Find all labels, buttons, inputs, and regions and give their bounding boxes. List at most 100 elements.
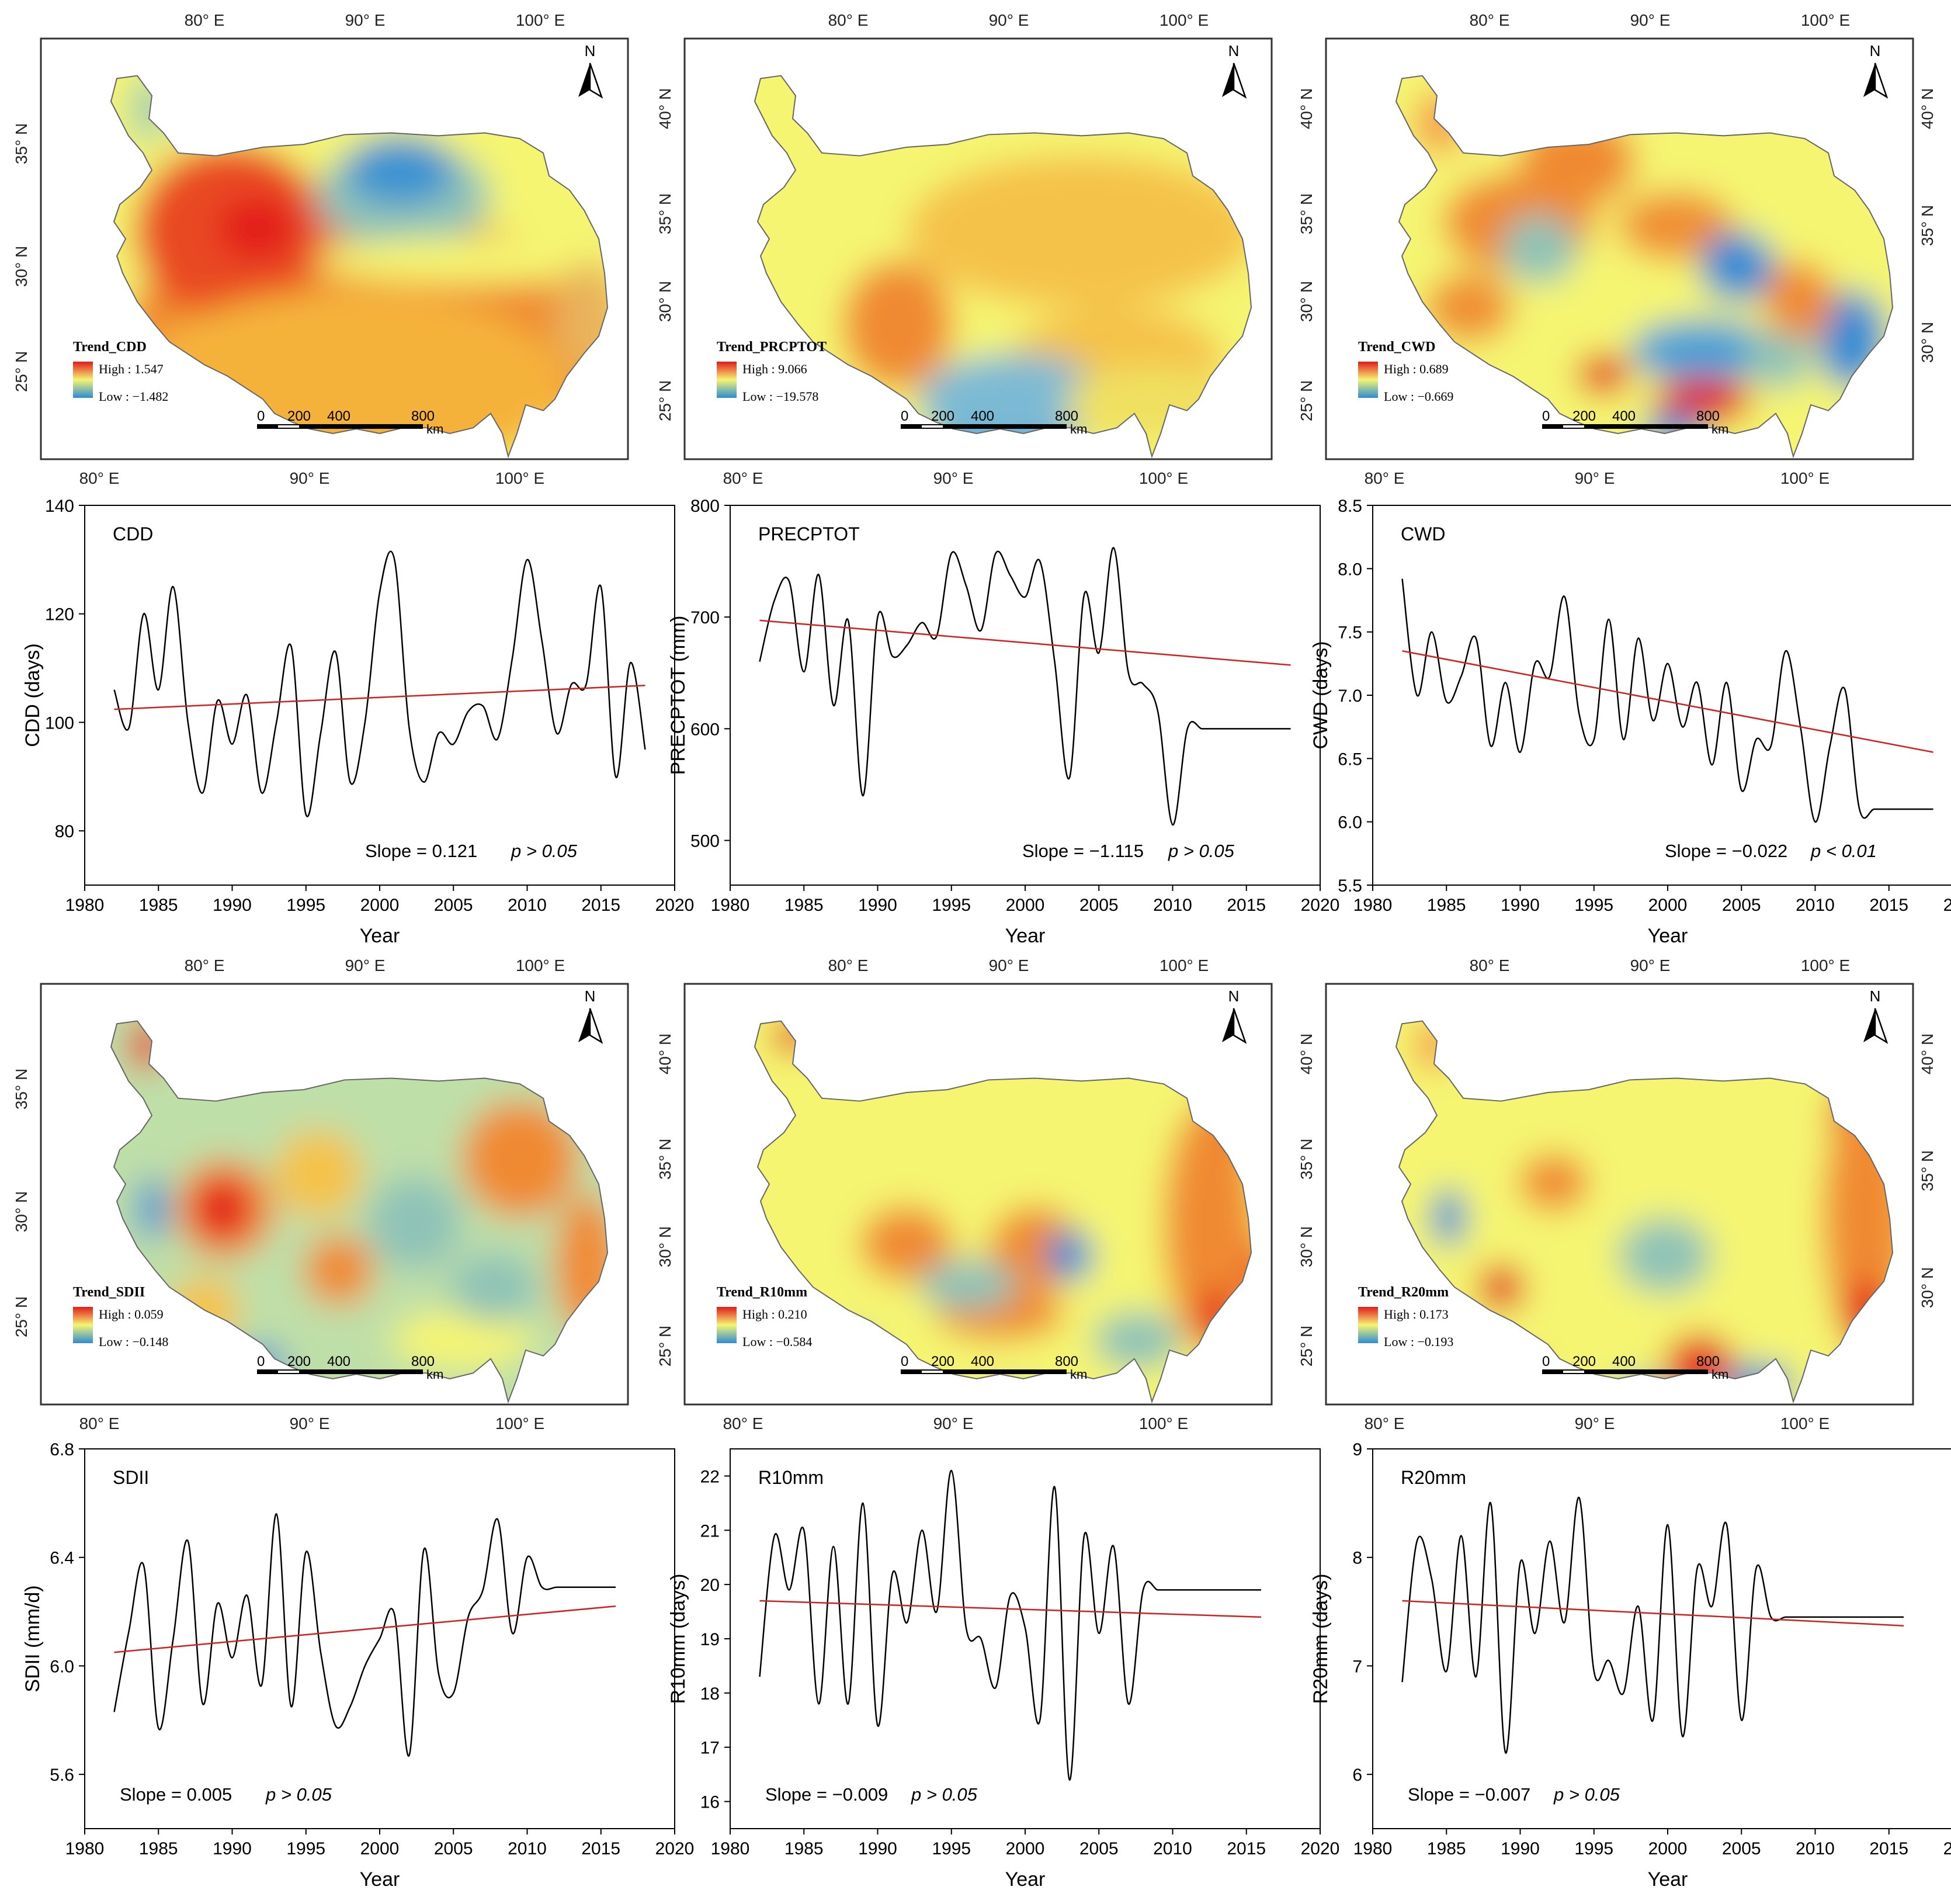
y-tick-label: 7.5	[1338, 623, 1362, 643]
scale-label: 0	[257, 1354, 265, 1369]
north-label: N	[585, 42, 596, 60]
y-tick-label: 19	[700, 1630, 720, 1649]
x-tick-label: 2005	[1722, 896, 1761, 915]
scale-label: 0	[901, 408, 908, 424]
trend-line	[114, 1605, 616, 1653]
top-lon-tick: 100° E	[1160, 956, 1209, 974]
x-tick-label: 2005	[434, 896, 473, 915]
x-tick-label: 2010	[1153, 1839, 1192, 1858]
chart-title: R10mm	[758, 1467, 824, 1488]
left-lat-tick: 35° N	[1297, 193, 1315, 234]
left-lat-tick: 30° N	[12, 1191, 30, 1232]
top-lon-tick: 90° E	[1630, 956, 1671, 974]
top-lon-tick: 80° E	[1470, 11, 1510, 29]
y-tick-label: 7	[1352, 1657, 1362, 1676]
x-tick-label: 1990	[1501, 1839, 1540, 1858]
right-lat-tick: 40° N	[1918, 1033, 1936, 1074]
y-tick-label: 6.4	[50, 1549, 74, 1568]
x-tick-label: 2020	[655, 896, 695, 915]
x-tick-label: 1990	[858, 1839, 897, 1858]
field-blob	[1618, 1218, 1712, 1293]
plot-area	[84, 505, 675, 886]
y-tick-label: 6.8	[50, 1440, 74, 1459]
scale-label: 0	[1542, 1354, 1550, 1369]
north-label: N	[1228, 42, 1240, 60]
y-axis-label: R20mm (days)	[1310, 1574, 1332, 1704]
top-lon-tick: 90° E	[345, 956, 386, 974]
x-tick-label: 2000	[360, 1839, 400, 1858]
legend-color-ramp	[1358, 1307, 1378, 1343]
scale-label: 400	[327, 1354, 350, 1369]
north-arrow-icon: N	[1863, 987, 1888, 1044]
north-label: N	[1870, 987, 1881, 1005]
chart-panel-prcptot: 1980 1985 1990 1995 2000 2005 2010 2015 2020 500 6…	[667, 497, 1339, 947]
y-tick-label: 5.5	[1338, 876, 1362, 896]
series-line-prcptot	[759, 547, 1291, 826]
scale-unit: km	[1070, 422, 1087, 436]
field-blob	[1577, 354, 1630, 395]
legend-high: High : 0.210	[742, 1307, 807, 1322]
trend-line	[114, 685, 645, 710]
field-blob	[907, 155, 1251, 307]
field-blob	[1700, 231, 1776, 301]
scale-bar-body	[901, 424, 1067, 429]
scale-bar-segment	[922, 1371, 943, 1373]
x-tick-label: 1995	[286, 896, 325, 915]
x-tick-label: 1980	[1353, 1839, 1393, 1858]
legend-color-ramp	[73, 1307, 93, 1343]
bottom-lon-tick: 90° E	[290, 1414, 330, 1433]
series-line-cdd	[113, 550, 646, 817]
legend-low: Low : −0.584	[742, 1334, 812, 1349]
x-tick-label: 2000	[1006, 896, 1045, 915]
y-tick-label: 22	[700, 1467, 720, 1486]
scale-unit: km	[426, 1367, 443, 1382]
x-tick-label: 2015	[1869, 1839, 1908, 1858]
legend-title: Trend_R10mm	[717, 1285, 807, 1300]
top-lon-tick: 100° E	[1801, 956, 1850, 974]
slope-annotation: Slope = 0.121	[365, 841, 477, 861]
field-blob	[345, 135, 456, 205]
chart-panel-sdii: 1980 1985 1990 1995 2000 2005 2010 2015 2020 5.6 6…	[22, 1440, 694, 1891]
y-tick-label: 700	[690, 608, 720, 627]
scale-label: 800	[1696, 1354, 1720, 1369]
x-tick-label: 2010	[1153, 896, 1192, 915]
series-line-cwd	[1401, 578, 1933, 823]
x-tick-label: 2010	[508, 896, 547, 915]
y-tick-label: 100	[45, 713, 74, 733]
slope-annotation: Slope = −0.009	[765, 1784, 888, 1805]
x-tick-label: 2005	[1722, 1839, 1761, 1858]
y-axis-label: R10mm (days)	[667, 1574, 689, 1704]
legend-title: Trend_CWD	[1358, 339, 1435, 355]
scale-label: 800	[411, 408, 435, 424]
bottom-lon-tick: 90° E	[1575, 1414, 1615, 1433]
north-arrow-right	[1233, 63, 1247, 99]
x-axis-label: Year	[1648, 925, 1688, 947]
field-blob	[860, 1206, 953, 1282]
y-tick-label: 6.0	[1338, 813, 1362, 833]
field-blob	[1431, 1188, 1466, 1247]
x-tick-label: 1990	[213, 1839, 252, 1858]
x-tick-label: 1990	[858, 896, 897, 915]
left-lat-tick: 40° N	[656, 88, 674, 129]
y-tick-label: 16	[700, 1793, 720, 1812]
legend-title: Trend_CDD	[73, 339, 147, 355]
left-lat-tick: 35° N	[656, 1139, 674, 1180]
map-panel-sdii: N Trend_SDII High : 0.059 Low : −0.148 0 200 4…	[12, 956, 629, 1433]
x-tick-label: 2010	[1796, 1839, 1835, 1858]
x-tick-label: 1995	[286, 1839, 325, 1858]
left-lat-tick: 25° N	[12, 1296, 30, 1337]
chart-title: SDII	[113, 1467, 149, 1488]
right-lat-tick: 40° N	[1918, 88, 1936, 129]
legend-high: High : 0.059	[99, 1307, 164, 1322]
map-legend: Trend_R20mm High : 0.173 Low : −0.193	[1358, 1285, 1453, 1349]
left-lat-tick: 40° N	[1297, 88, 1315, 129]
map-panel-cdd: N Trend_CDD High : 1.547 Low : −1.482 0 200 40…	[12, 11, 629, 487]
x-tick-label: 1985	[784, 896, 824, 915]
trend-line	[1402, 650, 1933, 753]
scale-label: 400	[1612, 1354, 1636, 1369]
left-lat-tick: 35° N	[656, 193, 674, 234]
y-tick-label: 9	[1352, 1440, 1362, 1459]
top-lon-tick: 80° E	[828, 956, 869, 974]
scale-unit: km	[426, 422, 443, 436]
north-arrow-right	[589, 63, 603, 99]
